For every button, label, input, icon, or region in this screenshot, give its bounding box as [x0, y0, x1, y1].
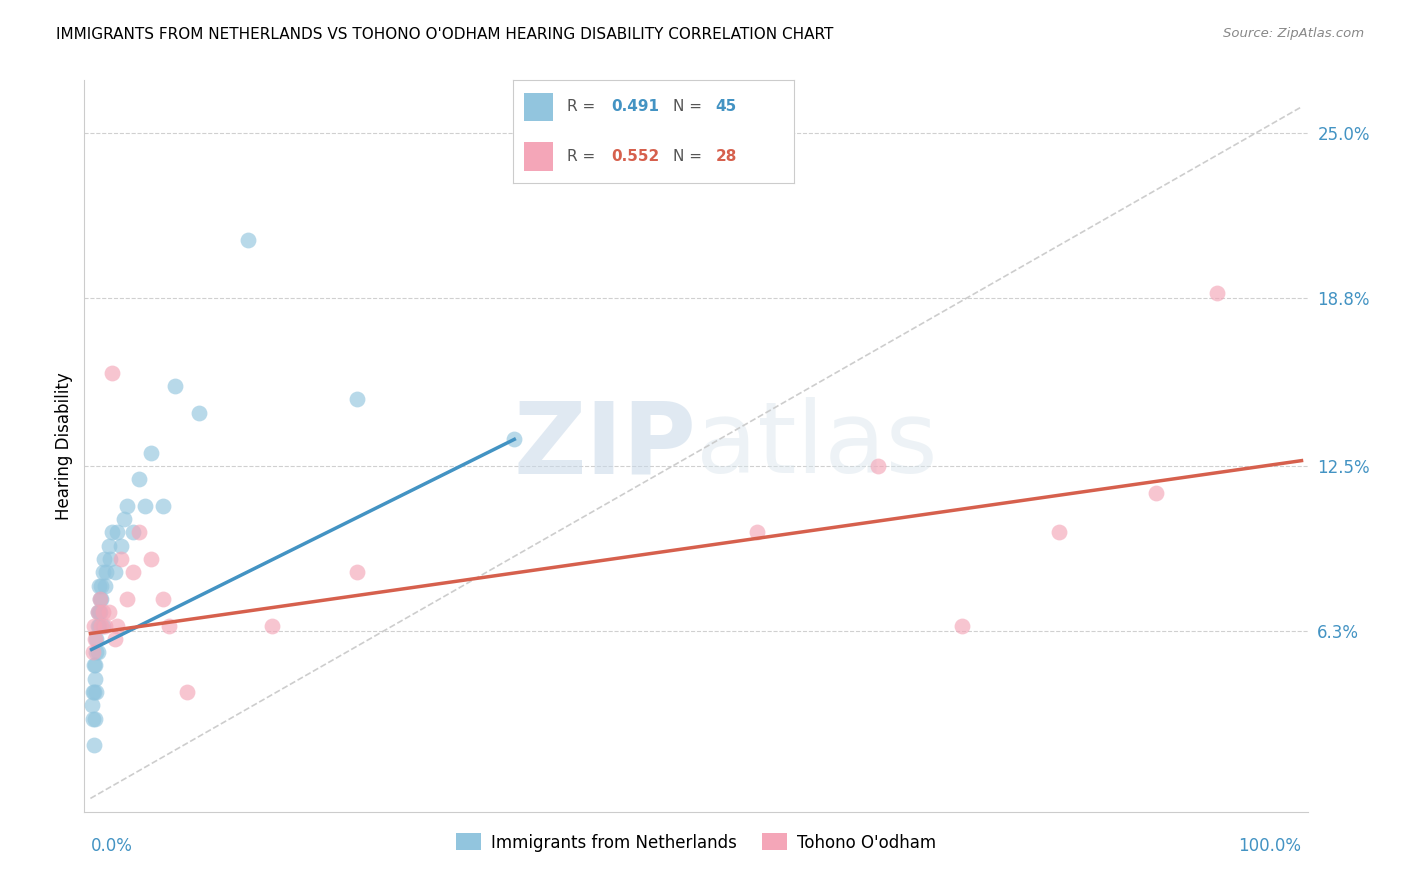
Point — [91, 605, 114, 619]
Point — [105, 618, 128, 632]
Point — [90, 618, 112, 632]
Legend: Immigrants from Netherlands, Tohono O'odham: Immigrants from Netherlands, Tohono O'od… — [450, 827, 942, 858]
Point — [346, 566, 368, 580]
Point — [262, 618, 284, 632]
Text: 0.491: 0.491 — [612, 99, 659, 114]
Point — [112, 512, 135, 526]
Text: 0.552: 0.552 — [612, 149, 659, 164]
Point — [115, 591, 138, 606]
Point — [104, 566, 127, 580]
Point — [157, 618, 180, 632]
FancyBboxPatch shape — [524, 142, 553, 170]
Point — [97, 605, 120, 619]
Point — [121, 566, 143, 580]
Text: 45: 45 — [716, 99, 737, 114]
Point — [87, 579, 110, 593]
Text: R =: R = — [567, 99, 600, 114]
Point — [503, 433, 526, 447]
Point — [89, 605, 111, 619]
Point — [101, 525, 124, 540]
Text: Source: ZipAtlas.com: Source: ZipAtlas.com — [1223, 27, 1364, 40]
Point — [110, 552, 132, 566]
Point — [83, 685, 105, 699]
Point — [86, 645, 108, 659]
Point — [952, 618, 974, 632]
Point — [82, 712, 104, 726]
Point — [1144, 485, 1167, 500]
Point — [134, 499, 156, 513]
Text: N =: N = — [673, 149, 707, 164]
Text: N =: N = — [673, 99, 707, 114]
Text: IMMIGRANTS FROM NETHERLANDS VS TOHONO O'ODHAM HEARING DISABILITY CORRELATION CHA: IMMIGRANTS FROM NETHERLANDS VS TOHONO O'… — [56, 27, 834, 42]
Point — [165, 379, 187, 393]
Point — [86, 605, 108, 619]
Point — [98, 552, 121, 566]
Point — [139, 552, 162, 566]
Point — [84, 632, 107, 646]
Point — [82, 685, 104, 699]
Point — [90, 591, 112, 606]
Point — [86, 618, 108, 632]
Point — [188, 406, 211, 420]
Point — [90, 579, 112, 593]
Point — [83, 658, 105, 673]
Point — [128, 472, 150, 486]
Point — [96, 566, 118, 580]
Y-axis label: Hearing Disability: Hearing Disability — [55, 372, 73, 520]
Point — [1047, 525, 1070, 540]
Point — [80, 698, 103, 713]
Point — [115, 499, 138, 513]
Point — [152, 591, 174, 606]
Text: R =: R = — [567, 149, 600, 164]
Point — [86, 605, 108, 619]
Text: 28: 28 — [716, 149, 737, 164]
Point — [87, 618, 110, 632]
Point — [83, 738, 105, 752]
Point — [94, 618, 117, 632]
Text: 100.0%: 100.0% — [1239, 837, 1302, 855]
Point — [105, 525, 128, 540]
Point — [86, 645, 108, 659]
Point — [1205, 286, 1227, 301]
Point — [346, 392, 368, 407]
Text: ZIP: ZIP — [513, 398, 696, 494]
Point — [83, 618, 105, 632]
Point — [87, 605, 110, 619]
Point — [84, 672, 107, 686]
Point — [82, 645, 104, 659]
Text: atlas: atlas — [696, 398, 938, 494]
Point — [101, 366, 124, 380]
Point — [152, 499, 174, 513]
Point — [236, 233, 259, 247]
Point — [121, 525, 143, 540]
Point — [866, 458, 889, 473]
Point — [745, 525, 768, 540]
Point — [110, 539, 132, 553]
FancyBboxPatch shape — [524, 93, 553, 121]
Point — [97, 539, 120, 553]
Point — [86, 685, 108, 699]
Point — [89, 591, 111, 606]
Point — [89, 591, 111, 606]
Point — [93, 552, 115, 566]
Point — [84, 712, 107, 726]
Point — [139, 445, 162, 459]
Point — [176, 685, 198, 699]
Point — [91, 566, 114, 580]
Text: 0.0%: 0.0% — [90, 837, 132, 855]
Point — [104, 632, 127, 646]
Point — [84, 658, 107, 673]
Point — [91, 618, 114, 632]
Point — [86, 632, 108, 646]
Point — [128, 525, 150, 540]
Point — [94, 579, 117, 593]
